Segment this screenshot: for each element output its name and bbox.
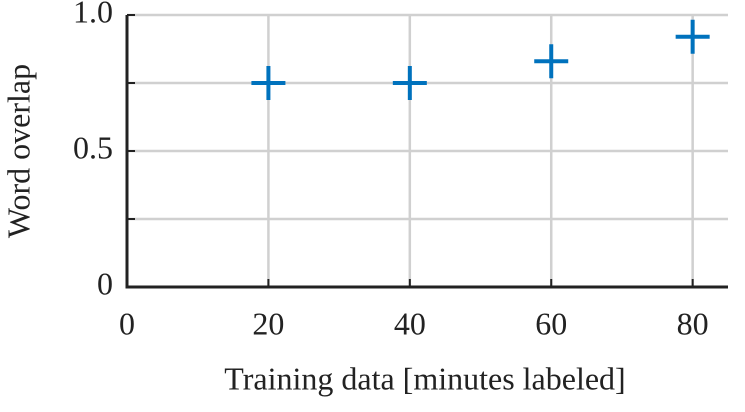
data-point bbox=[534, 44, 569, 79]
data-point bbox=[392, 66, 427, 100]
x-tick-label: 20 bbox=[252, 305, 284, 341]
x-tick-label: 80 bbox=[677, 305, 709, 341]
data-point bbox=[675, 19, 710, 54]
x-tick-label: 60 bbox=[535, 305, 567, 341]
data-point bbox=[251, 66, 286, 100]
x-tick-label: 40 bbox=[394, 305, 426, 341]
x-axis-label: Training data [minutes labeled] bbox=[224, 360, 625, 396]
y-tick-label: 0.5 bbox=[73, 129, 113, 165]
y-tick-label: 0 bbox=[97, 265, 113, 301]
y-axis-label: Word overlap bbox=[0, 64, 36, 238]
y-tick-label: 1.0 bbox=[73, 0, 113, 29]
x-tick-label: 0 bbox=[119, 305, 135, 341]
